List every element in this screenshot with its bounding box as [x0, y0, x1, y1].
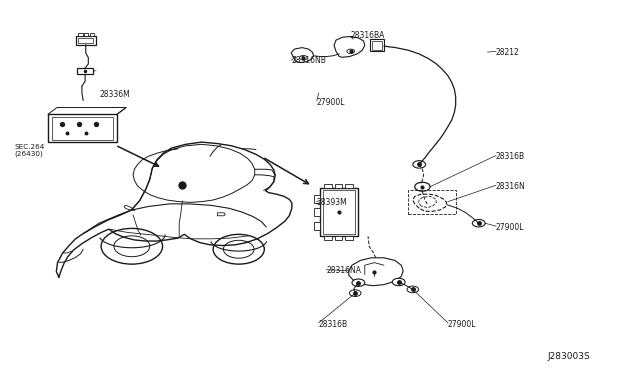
Text: 28316B: 28316B [319, 320, 348, 329]
Text: J283003S: J283003S [547, 352, 590, 361]
Bar [76, 36, 96, 45]
Circle shape [472, 219, 485, 227]
Bar [370, 39, 384, 51]
Bar [52, 117, 113, 140]
Text: 28316B: 28316B [496, 153, 525, 161]
Bar [84, 33, 88, 36]
Bar [314, 222, 320, 230]
Text: 28316NB: 28316NB [291, 56, 326, 65]
Text: SEC.264
(26430): SEC.264 (26430) [14, 144, 44, 157]
Circle shape [114, 236, 150, 257]
Polygon shape [413, 194, 447, 211]
Circle shape [413, 161, 426, 168]
Circle shape [415, 182, 430, 191]
Text: 28316BA: 28316BA [351, 31, 385, 40]
Bar [345, 184, 353, 188]
Text: 27900L: 27900L [317, 98, 346, 107]
Bar [90, 33, 94, 36]
Text: 28212: 28212 [496, 48, 520, 57]
Circle shape [213, 234, 264, 264]
Bar [324, 184, 332, 188]
Bar [324, 236, 332, 240]
Bar [323, 190, 355, 234]
Polygon shape [419, 196, 436, 208]
Circle shape [392, 278, 405, 286]
Bar [372, 41, 382, 50]
Circle shape [347, 49, 355, 54]
Bar [335, 236, 342, 240]
Text: 27900L: 27900L [496, 223, 525, 232]
Circle shape [223, 240, 254, 258]
Bar [408, 190, 456, 214]
Polygon shape [334, 36, 365, 57]
Circle shape [101, 228, 163, 264]
Text: 28316NA: 28316NA [326, 266, 362, 275]
Bar [314, 208, 320, 216]
Text: 28316N: 28316N [496, 182, 525, 191]
Bar [78, 38, 93, 43]
Circle shape [407, 286, 419, 293]
Circle shape [300, 55, 307, 60]
Bar [335, 184, 342, 188]
Circle shape [352, 279, 365, 286]
Polygon shape [349, 258, 403, 286]
Circle shape [349, 290, 361, 296]
Bar [78, 33, 83, 36]
Bar [48, 114, 117, 142]
Text: 28393M: 28393M [317, 198, 348, 207]
Text: 28336M: 28336M [99, 90, 130, 99]
Bar [77, 68, 93, 74]
Text: 27900L: 27900L [448, 320, 477, 329]
Bar [320, 188, 358, 236]
Polygon shape [291, 48, 314, 62]
Bar [314, 195, 320, 203]
Bar [345, 236, 353, 240]
